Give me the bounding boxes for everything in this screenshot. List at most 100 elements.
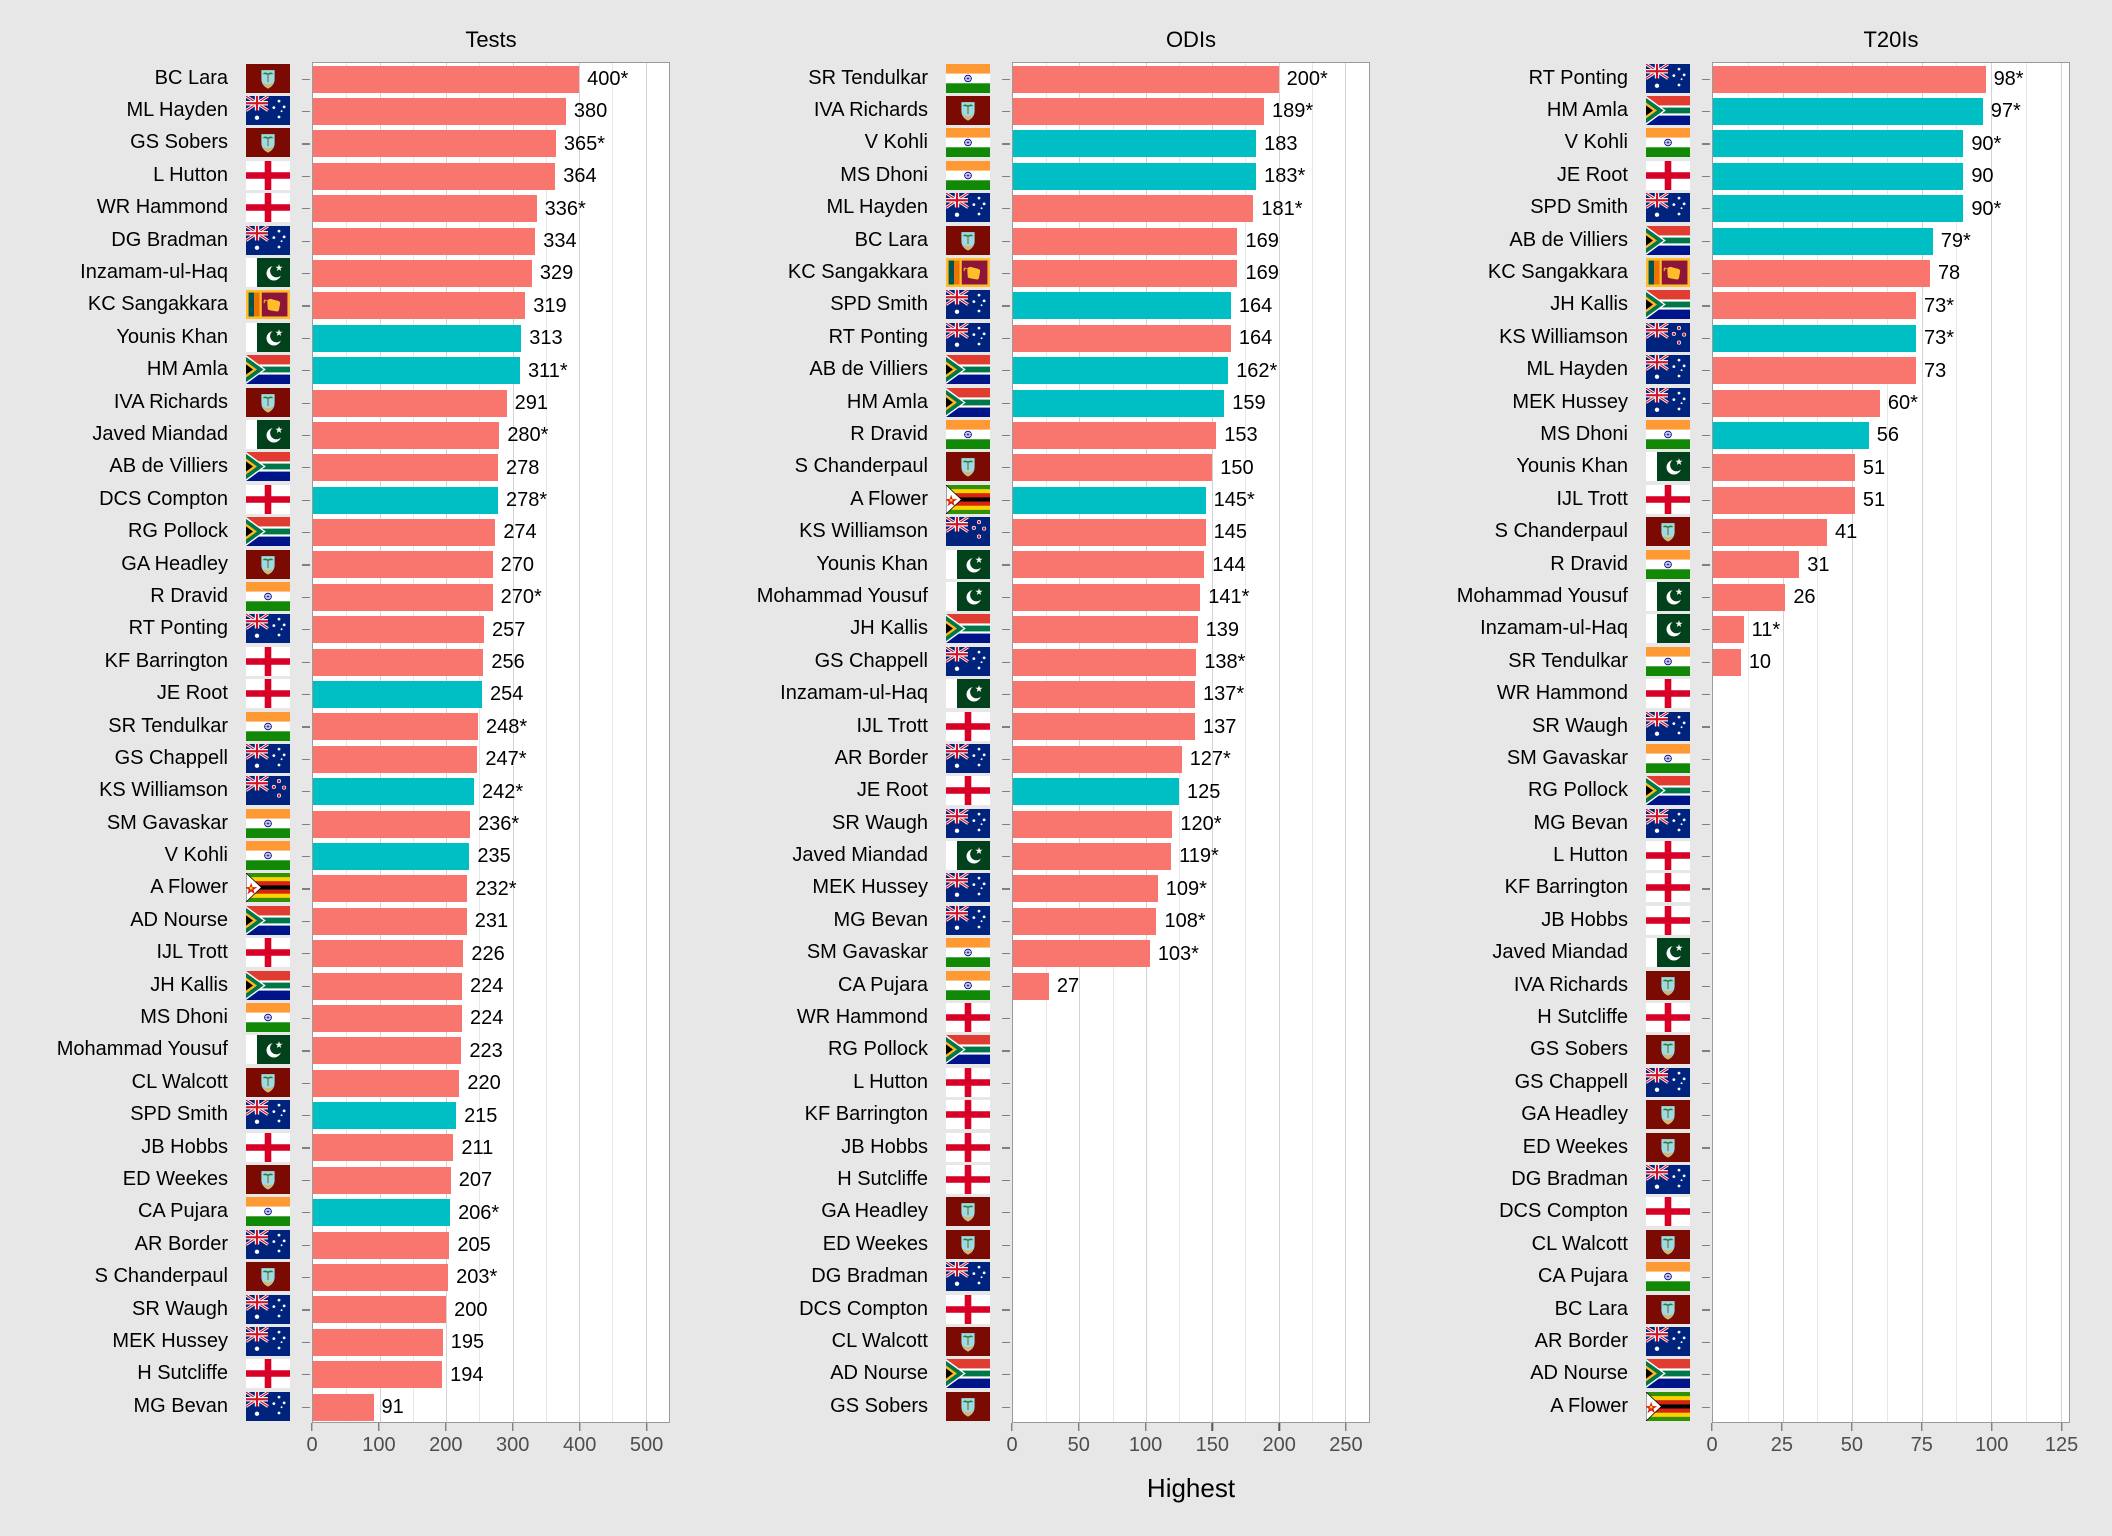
x-tick-label: 0 [1006,1434,1018,1456]
bar-row [1002,1067,1369,1099]
bar-row [1702,938,2069,970]
y-tick-mark [1002,532,1010,534]
flag-cell [938,872,998,904]
pak-flag-icon [946,679,990,709]
zim-flag-icon [245,872,290,904]
y-tick-mark [302,564,310,566]
y-tick-mark [1002,175,1010,177]
player-label: DCS Compton [799,1297,928,1320]
major-gridline [1782,63,1784,1422]
bar-value-label: 103* [1157,942,1199,965]
sa-flag-icon [946,1359,990,1389]
bar-value-label: 235 [477,845,511,868]
eng-flag-icon [946,711,990,741]
player-label: GA Headley [121,552,228,575]
bar-row [1002,1261,1369,1293]
player-label: HM Amla [1546,99,1628,122]
bar-row: 60* [1702,387,2069,419]
flag-cell [238,904,298,936]
y-tick-mark [1002,661,1010,663]
sl-flag-icon [1646,258,1690,288]
major-gridline [1852,63,1854,1422]
nz-flag-icon [1645,321,1690,352]
bar [1713,259,1930,287]
bar-value-label: 365* [563,132,606,155]
ind-flag-icon [1646,128,1690,158]
bar [313,130,556,158]
x-tick-mark [2060,1423,2063,1431]
player-label: ED Weekes [822,1232,928,1255]
bar-row [1702,1391,2069,1423]
bar-value-label: 125 [1187,780,1221,803]
bar-value-label: 144 [1212,553,1246,576]
bar-value-label: 200 [454,1298,488,1321]
flag-cell [938,1325,998,1357]
bar-row [1002,1391,1369,1423]
bar-value-label: 73* [1924,294,1955,317]
bar-row: 336* [302,193,669,225]
ind-flag-icon [1646,1262,1690,1292]
x-tick-mark [1781,1423,1783,1431]
minor-gridline [545,63,547,1422]
flag-cell [1638,1099,1698,1131]
bar-value-label: 280* [507,424,549,447]
flag-cell [238,710,298,742]
bar [313,713,479,741]
bar [313,195,537,223]
x-tick-mark [1990,1423,1993,1431]
aus-flag-icon [245,1098,290,1130]
bar [313,1069,460,1097]
bar [313,486,498,514]
bar [1713,616,1744,644]
bar [313,1231,450,1259]
eng-flag-icon [246,484,290,514]
bar-value-label: 26 [1793,586,1816,609]
bar [1713,421,1869,449]
x-tick-mark [1851,1423,1853,1431]
bar [313,940,464,968]
bar-row: 183* [1002,160,1369,192]
bar-row: 137* [1002,678,1369,710]
bar [1013,745,1182,773]
player-label: Mohammad Yousuf [56,1038,228,1061]
flag-cell [938,807,998,839]
aus-flag-icon [1645,386,1690,417]
y-tick-mark [1702,467,1710,469]
flag-cell [238,613,298,645]
player-label: Javed Miandad [792,844,928,867]
x-tick-label: 25 [1770,1434,1794,1456]
minor-gridline [2025,63,2027,1422]
wi-flag-icon [1646,1294,1690,1324]
flag-cell [238,1228,298,1260]
bar [1013,648,1197,676]
player-label: BC Lara [854,228,928,251]
bar-row: 138* [1002,646,1369,678]
player-label: L Hutton [153,163,228,186]
y-tick-mark [1002,920,1010,922]
bar [1013,195,1254,223]
bar-value-label: 224 [470,1007,504,1030]
y-tick-mark [302,499,310,501]
sa-flag-icon [246,452,290,482]
flag-cell [938,839,998,871]
flag-cell [1638,127,1698,159]
y-tick-mark [1702,694,1710,696]
aus-flag-icon [245,1390,290,1421]
player-label: CL Walcott [1531,1232,1628,1255]
aus-flag-icon [245,1293,290,1324]
sa-flag-icon [946,387,990,417]
player-label: Mohammad Yousuf [756,584,928,607]
flag-cell [238,386,298,418]
bar-row: 153 [1002,419,1369,451]
flag-cell [238,839,298,871]
flag-cell [1638,1163,1698,1195]
flag-cell [238,94,298,126]
player-label: AR Border [134,1232,228,1255]
bar-row [1002,1132,1369,1164]
y-tick-mark [302,337,310,339]
eng-flag-icon [946,1294,990,1324]
bar-row [1702,808,2069,840]
bar-row: 91 [302,1391,669,1423]
pak-flag-icon [1646,581,1690,611]
player-label: A Flower [1550,1394,1628,1417]
